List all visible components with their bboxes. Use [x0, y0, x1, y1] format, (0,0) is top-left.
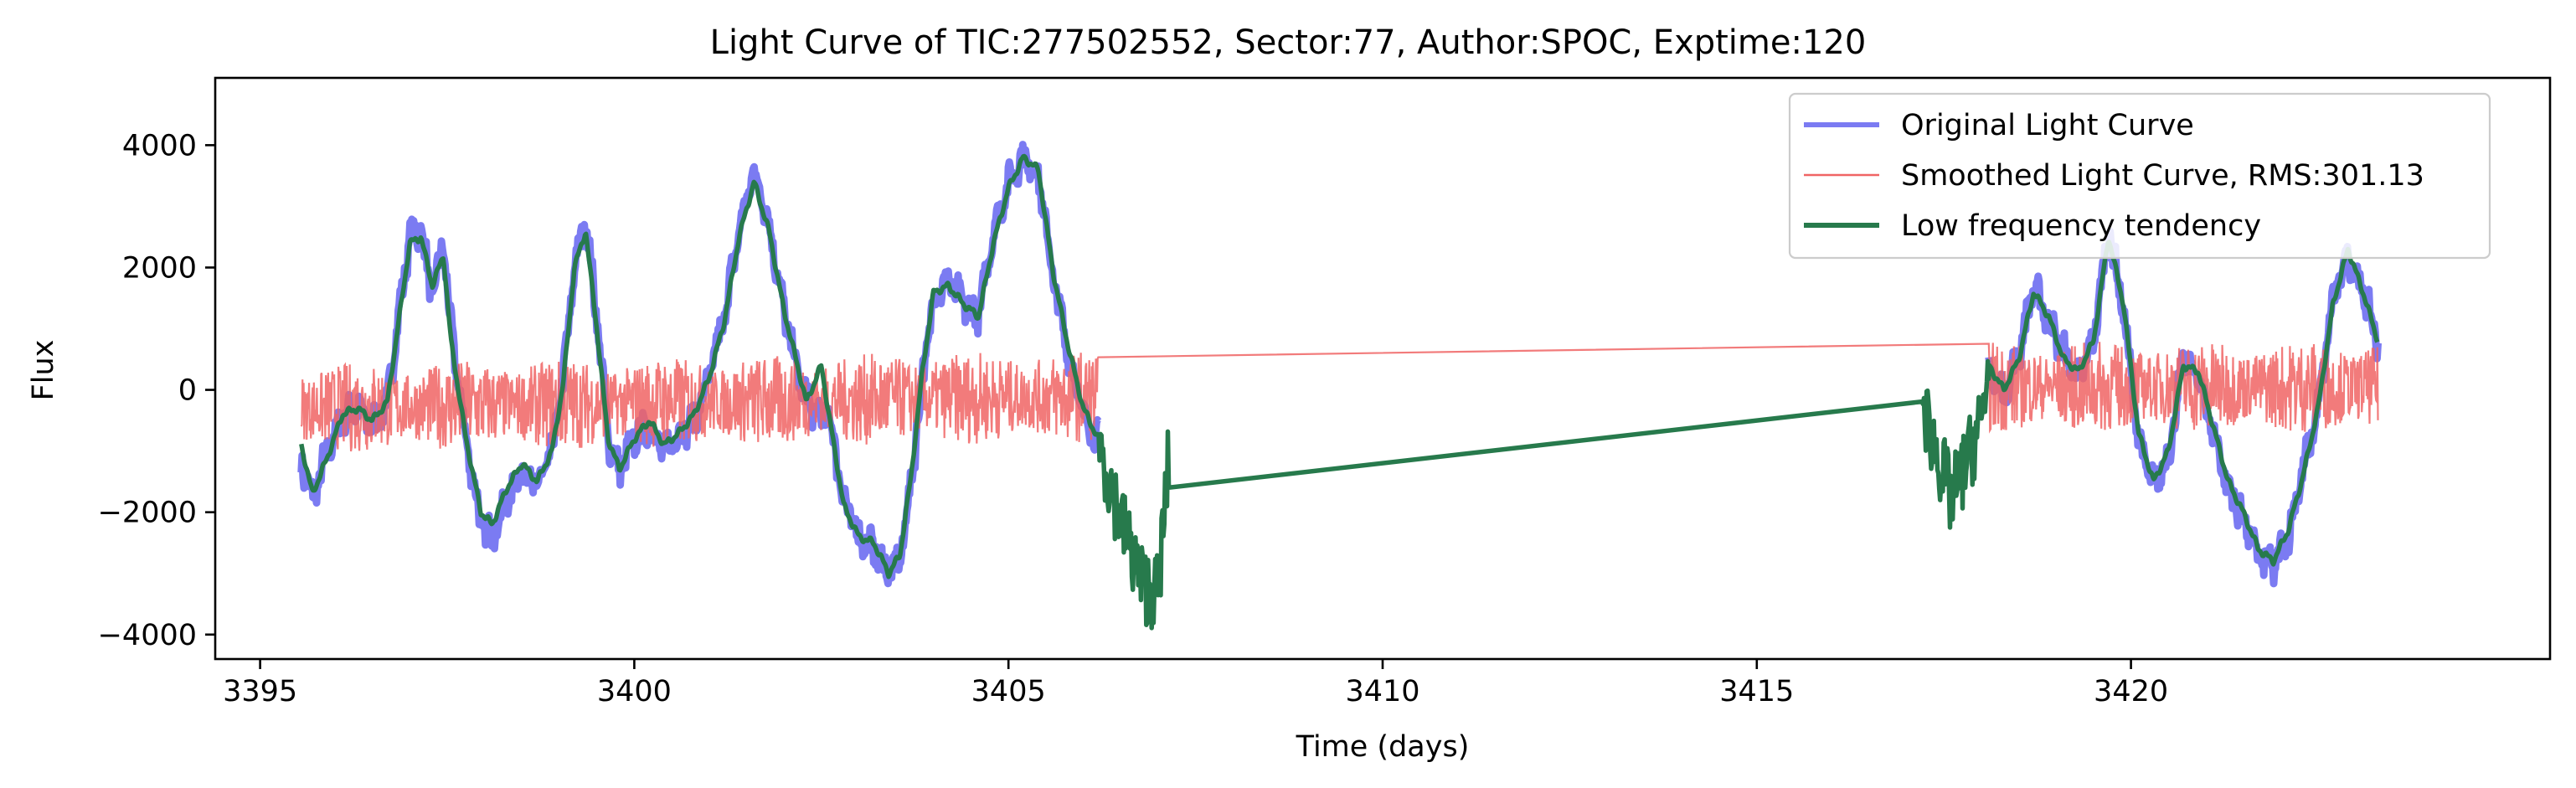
axes: 3395 3400 3405 3410 3415 3420 −4000 −2000 0 2000 4… [98, 129, 2169, 708]
y-tick-label: 4000 [122, 129, 197, 162]
x-tick-label: 3420 [2094, 675, 2168, 708]
x-tick-label: 3395 [223, 675, 297, 708]
y-tick-label: 0 [178, 374, 197, 408]
legend-box [1788, 92, 2491, 260]
legend-label: Original Light Curve [1901, 109, 2194, 142]
legend: Original Light Curve Smoothed Light Curve… [1788, 92, 2491, 260]
y-tick-label: −2000 [98, 497, 197, 530]
x-tick-label: 3400 [597, 675, 672, 708]
y-tick-label: 2000 [122, 251, 197, 285]
x-tick-label: 3405 [971, 675, 1046, 708]
y-axis-label: Flux [27, 340, 60, 401]
x-tick-label: 3415 [1719, 675, 1794, 708]
low-frequency-tendency [299, 153, 2380, 631]
legend-label: Smoothed Light Curve, RMS:301.13 [1901, 159, 2424, 193]
plot-area [297, 141, 2382, 631]
y-tick-label: −4000 [98, 619, 197, 652]
legend-label: Low frequency tendency [1901, 209, 2261, 243]
x-tick-label: 3410 [1345, 675, 1419, 708]
chart-title: Light Curve of TIC:277502552, Sector:77,… [710, 23, 1867, 62]
x-axis-label: Time (days) [1296, 730, 1470, 764]
